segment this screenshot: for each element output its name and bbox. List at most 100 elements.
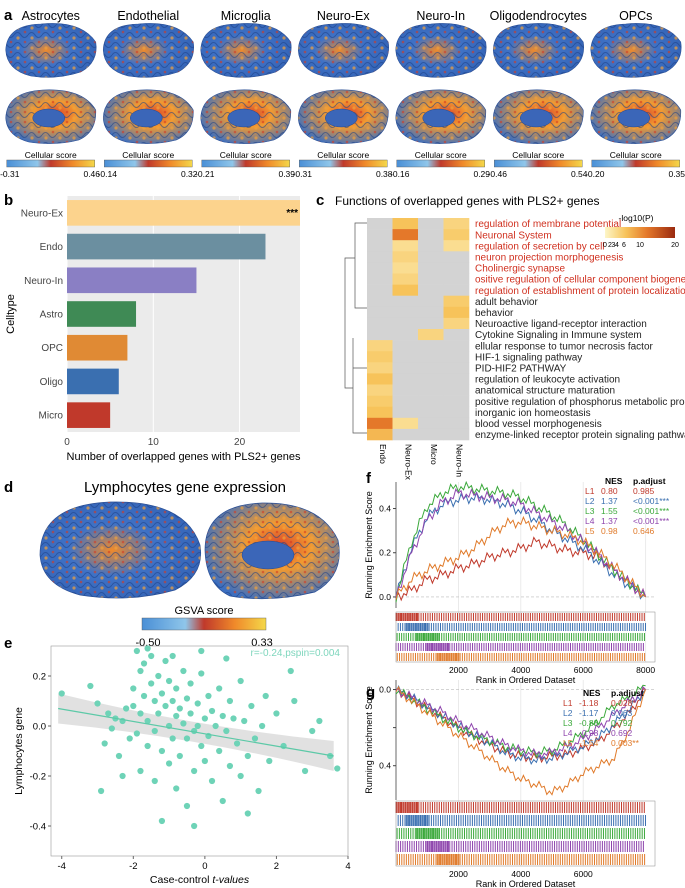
bar [67, 267, 197, 294]
panel-letter-d: d [4, 479, 13, 496]
heatmap-cell [392, 373, 419, 385]
series-nes: -1.18 [579, 698, 599, 708]
scatter-point [198, 670, 205, 677]
scatter-point [309, 727, 316, 735]
y-tick-label: -0.2 [30, 772, 46, 783]
gene-tick-frame [395, 800, 656, 867]
scatter-point [187, 680, 194, 687]
scatter-point [119, 772, 126, 780]
heatmap-cell [367, 351, 393, 363]
heatmap-cell [443, 240, 470, 252]
heatmap-cell [418, 373, 444, 385]
scatter-point [58, 690, 65, 697]
scatter-point [180, 720, 187, 727]
heatmap-cell [418, 229, 444, 241]
x-tick-label: -4 [58, 861, 66, 872]
legend-tick: 10 [636, 242, 644, 249]
heatmap-title: Functions of overlapped genes with PLS2+… [335, 194, 600, 208]
cell-title: Astrocytes [22, 9, 80, 23]
y-axis-label: Lymphocytes gene [13, 707, 25, 795]
colorbar [299, 159, 388, 168]
series-name: L5 [563, 738, 573, 748]
heatmap-cell [367, 284, 393, 296]
bar [67, 233, 266, 260]
column-label: Endo [378, 444, 388, 464]
scatter-point [223, 655, 230, 662]
scatter-point [176, 705, 183, 712]
scatter-point [244, 752, 251, 760]
x-tick-label: 0 [202, 861, 207, 872]
row-label: ellular response to tumor necrosis facto… [475, 341, 654, 352]
scatter-point [137, 710, 144, 717]
heatmap-cell [443, 417, 470, 430]
scatter-point [108, 725, 115, 732]
scatter-point [162, 657, 169, 665]
fit-line [58, 707, 334, 757]
panel-g-gsea: g 0.0 0.4 NES p.adjust L1 -1.18 0.028* L2 -1.17 0.… [364, 680, 656, 888]
heatmap-cell [367, 218, 393, 230]
scatter-point [201, 715, 208, 722]
column-label: Neuro-In [454, 444, 464, 477]
row-label: adult behavior [475, 297, 538, 308]
column-label: Micro [429, 444, 439, 465]
x-tick-label: 6000 [574, 869, 593, 879]
category-label: Neuro-Ex [21, 208, 63, 219]
colorbar-max: 0.32 [181, 169, 198, 179]
colorbar-label: Cellular score [220, 150, 272, 160]
scatter-point [226, 762, 234, 770]
heatmap-cell [392, 362, 419, 374]
series-nes: -0.98 [579, 728, 599, 738]
heatmap-cell [367, 428, 393, 441]
scatter-point [212, 722, 219, 730]
heatmap-cell [392, 295, 419, 308]
x-tick-label: 4000 [511, 869, 530, 879]
row-label: behavior [475, 308, 514, 319]
colorbar-label: Cellular score [25, 150, 77, 160]
x-axis-label: Rank in Ordered Dataset [476, 879, 576, 888]
row-label: regulation of establishment of protein l… [475, 286, 685, 297]
panel-letter-g: g [366, 684, 375, 701]
es-curve [395, 536, 647, 602]
category-label: Endo [40, 242, 64, 253]
panel-letter-e: e [4, 635, 12, 652]
legend-gradient [605, 227, 675, 238]
scatter-point [94, 700, 101, 707]
y-tick-label: -0.4 [30, 822, 46, 833]
es-curve [395, 488, 647, 598]
brain-lateral-texture [590, 23, 682, 78]
panel-b-bar-chart: b 0 10 20 Neuro-Ex Endo Neuro-In Astro OPC Oligo M… [4, 192, 301, 463]
colorbar-min: -0.16 [390, 169, 410, 179]
category-label: Micro [39, 411, 64, 422]
colorbar-min: -0.31 [0, 169, 20, 179]
brain-medial-wall [325, 108, 358, 128]
cell-title: Neuro-In [416, 9, 465, 23]
series-name: L1 [563, 698, 573, 708]
table-header-padj: p.adjust [633, 476, 666, 486]
scatter-point [130, 702, 137, 710]
legend-tick: 20 [671, 242, 679, 249]
heatmap-cell [367, 262, 393, 274]
significance-annotation: *** [286, 208, 298, 219]
bar [67, 334, 128, 361]
scatter-point [151, 727, 158, 735]
row-label: HIF-1 signaling pathway [475, 352, 582, 363]
scatter-point [241, 717, 248, 725]
scatter-point [219, 797, 226, 805]
x-tick-label: 0 [64, 437, 70, 448]
legend-title: -log10(P) [619, 213, 654, 223]
brain-lateral-texture [40, 501, 201, 599]
x-tick-label: 8000 [636, 665, 655, 675]
series-padj: 0.003** [611, 738, 640, 748]
scatter-point [97, 787, 105, 795]
x-tick-label: 2 [274, 861, 279, 872]
scatter-point [237, 772, 244, 780]
colorbar-max: 0.54 [571, 169, 588, 179]
heatmap-cell [418, 251, 444, 263]
scatter-point [255, 787, 262, 795]
scatter-point [287, 667, 294, 675]
brain-lateral-texture [298, 23, 389, 78]
scatter-point [165, 677, 173, 685]
series-name: L2 [585, 496, 595, 506]
brain-lateral-texture [5, 23, 97, 78]
